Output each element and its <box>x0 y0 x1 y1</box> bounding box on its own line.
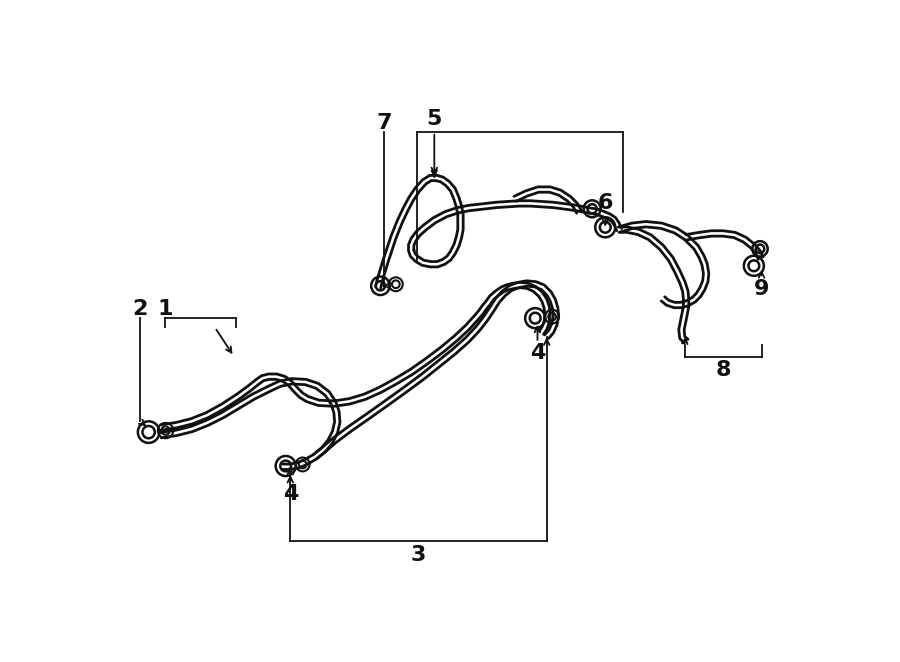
Text: 3: 3 <box>410 545 427 565</box>
Text: 5: 5 <box>427 109 442 130</box>
Text: 4: 4 <box>283 484 298 504</box>
Text: 6: 6 <box>598 193 613 213</box>
Text: 4: 4 <box>530 343 545 363</box>
Text: 9: 9 <box>754 279 770 299</box>
Text: 2: 2 <box>132 299 148 319</box>
Text: 8: 8 <box>716 361 731 381</box>
Text: 1: 1 <box>158 299 173 319</box>
Text: 7: 7 <box>376 113 392 132</box>
